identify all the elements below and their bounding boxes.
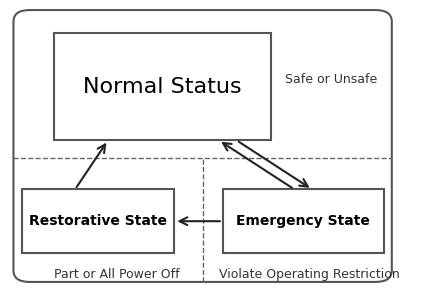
- Text: Restorative State: Restorative State: [29, 214, 167, 228]
- Text: Normal Status: Normal Status: [83, 77, 241, 97]
- FancyBboxPatch shape: [13, 10, 392, 282]
- Text: Emergency State: Emergency State: [236, 214, 370, 228]
- Text: Part or All Power Off: Part or All Power Off: [54, 268, 179, 281]
- Text: Safe or Unsafe: Safe or Unsafe: [285, 73, 378, 86]
- Text: Violate Operating Restriction: Violate Operating Restriction: [219, 268, 400, 281]
- FancyBboxPatch shape: [22, 190, 175, 253]
- FancyBboxPatch shape: [223, 190, 384, 253]
- FancyBboxPatch shape: [54, 33, 271, 140]
